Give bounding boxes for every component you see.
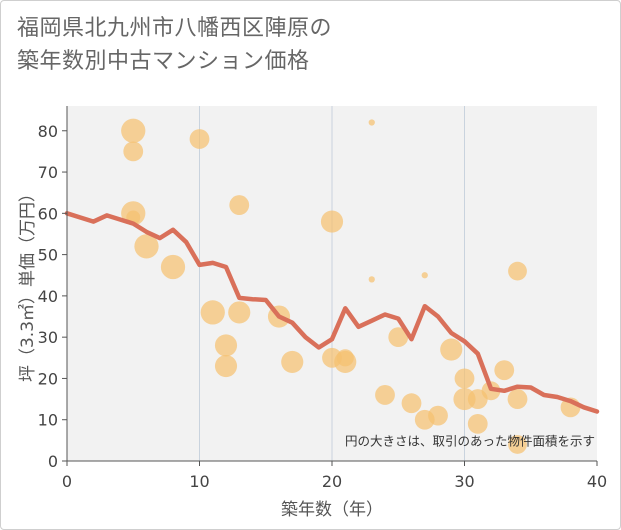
trend-line-series	[64, 211, 600, 414]
trend-line	[64, 211, 600, 414]
bubble-point	[454, 368, 475, 389]
size-note: 円の大きさは、取引のあった物件面積を示す	[345, 433, 595, 448]
title-line-2: 築年数別中古マンション価格	[17, 49, 310, 74]
bubble-point	[401, 393, 422, 414]
bubble-point	[428, 405, 448, 426]
y-tick-label: 0	[48, 452, 58, 471]
bubble-point	[388, 327, 409, 348]
bubble-point	[189, 129, 210, 149]
x-tick-label: 30	[454, 472, 474, 491]
x-tick-label: 0	[62, 472, 72, 491]
bubble-point	[229, 195, 250, 215]
axes: 0 10 20 30 40 50 60 70 80 0 10 20 30 40	[38, 106, 607, 491]
bubble-point	[494, 360, 515, 381]
bubble-point	[214, 354, 238, 378]
x-axis-label: 築年数（年）	[281, 500, 383, 520]
x-tick-label: 40	[587, 472, 607, 491]
y-tick-label: 80	[38, 122, 58, 141]
y-tick-label: 60	[38, 204, 58, 223]
bubble-point	[421, 272, 428, 279]
bubble-series	[121, 118, 581, 454]
bubble-point	[228, 301, 251, 324]
x-tick-label: 20	[322, 472, 342, 491]
y-tick-label: 50	[38, 246, 58, 265]
bubble-point	[214, 334, 238, 357]
bubble-point	[467, 413, 488, 434]
bubble-point	[123, 141, 144, 162]
bubble-point	[508, 435, 527, 454]
x-tick-label: 10	[189, 472, 209, 491]
bubble-point	[368, 119, 375, 126]
bubble-point	[281, 350, 304, 373]
bubble-point	[320, 210, 344, 233]
title-line-1: 福岡県北九州市八幡西区陣原の	[17, 16, 333, 41]
chart-title: 福岡県北九州市八幡西区陣原の 築年数別中古マンション価格	[17, 12, 437, 78]
bubble-point	[121, 118, 146, 143]
y-tick-label: 30	[38, 328, 58, 347]
y-tick-label: 70	[38, 163, 58, 182]
bubble-point	[507, 389, 528, 409]
y-tick-label: 40	[38, 287, 58, 306]
y-tick-label: 20	[38, 369, 58, 388]
bubble-point	[375, 385, 395, 405]
bubble-point	[200, 300, 225, 325]
bubble-point	[368, 276, 375, 283]
bubble-point	[508, 261, 527, 281]
y-tick-label: 10	[38, 411, 58, 430]
bubble-point	[440, 338, 463, 361]
y-axis-label: 坪（3.3㎡）単価（万円）	[18, 185, 38, 382]
bubble-point	[160, 254, 186, 280]
bubble-point	[134, 234, 159, 259]
bubble-point	[334, 350, 357, 373]
